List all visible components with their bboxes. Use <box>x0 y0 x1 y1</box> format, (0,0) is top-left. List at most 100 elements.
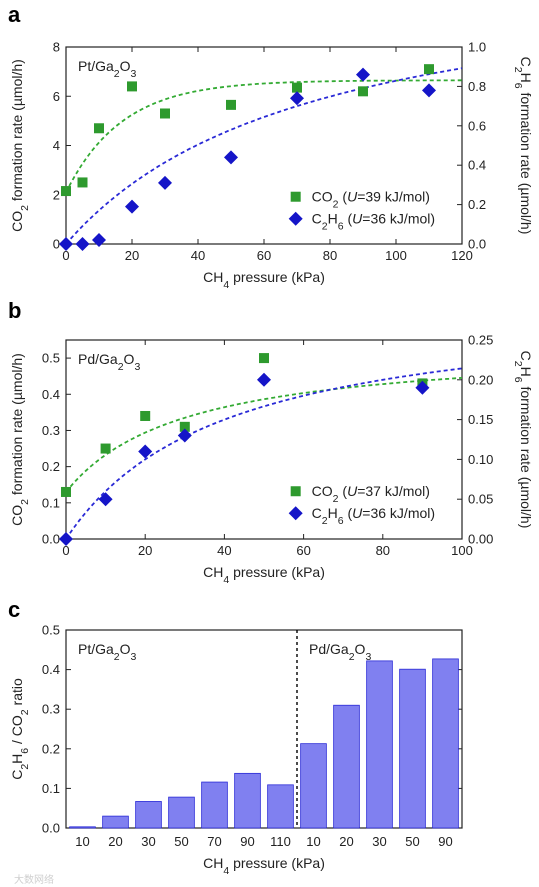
x-axis-label-part: 4 <box>223 279 229 291</box>
plot-frame <box>65 629 463 829</box>
catalyst-annotation-part: Pd/Ga <box>78 351 118 367</box>
catalyst-annotation-part: 2 <box>118 361 124 373</box>
legend-entry-part: ( <box>344 505 353 521</box>
x-tick-label: 50 <box>405 834 419 849</box>
x-tick-label: 20 <box>138 543 152 558</box>
y-left-tick-label: 0.4 <box>42 387 60 402</box>
bar <box>399 668 426 829</box>
data-point-c2h6 <box>59 532 73 546</box>
x-tick-label: 60 <box>296 543 310 558</box>
data-point-co2 <box>259 353 269 364</box>
x-axis-label-part: CH <box>203 269 223 285</box>
legend-entry-part: U <box>347 189 358 205</box>
legend-entry-part: 2 <box>322 221 328 233</box>
data-point-c2h6 <box>290 91 304 106</box>
y-right-axis-label-part: C <box>518 351 534 361</box>
data-point-co2 <box>61 186 71 197</box>
catalyst-annotation-part: O <box>124 351 135 367</box>
data-point-c2h6 <box>177 428 192 443</box>
data-point-c2h6 <box>125 199 139 214</box>
legend-entry-part: ( <box>344 211 353 227</box>
legend-marker-co2 <box>290 191 301 202</box>
y-right-axis-label: C2H6 formation rate (µmol/h) <box>512 351 534 529</box>
y-right-axis-label-part: 2 <box>512 361 524 367</box>
y-right-tick-label: 0.25 <box>468 333 493 348</box>
bar <box>366 660 393 829</box>
legend-entry-part: U <box>352 211 363 227</box>
y-tick-label: 0.0 <box>42 821 60 836</box>
x-tick-label: 100 <box>451 543 473 558</box>
data-point-c2h6 <box>422 83 436 98</box>
data-point-co2 <box>179 421 190 432</box>
catalyst-annotation: Pt/Ga2O3 <box>78 58 137 80</box>
x-tick-label: 120 <box>451 248 473 263</box>
bar <box>102 815 129 829</box>
y-left-axis-label-part: CO <box>9 211 25 232</box>
group-label-part: 2 <box>114 651 120 663</box>
group-label-part: 3 <box>131 651 137 663</box>
legend-entry-part: =36 kJ/mol) <box>362 211 435 227</box>
data-point-co2 <box>160 108 170 119</box>
y-tick-label: 0.4 <box>42 662 60 677</box>
data-point-c2h6 <box>92 233 106 248</box>
bar <box>135 801 162 829</box>
legend-marker-co2 <box>290 486 301 497</box>
y-right-axis-label-part: 2 <box>512 67 524 73</box>
group-label-part: Pt/Ga <box>78 641 114 657</box>
x-tick-label: 10 <box>306 834 320 849</box>
y-left-axis-label: CO2 formation rate (µmol/h) <box>9 353 31 526</box>
legend-marker-c2h6 <box>288 506 303 521</box>
y-right-axis-label-part: H <box>518 367 534 377</box>
y-left-tick-label: 0 <box>53 237 60 252</box>
x-axis-label-part: CH <box>203 564 223 580</box>
legend-entry-part: =36 kJ/mol) <box>362 505 435 521</box>
legend-entry-part: H <box>328 505 338 521</box>
x-axis-label-part: 4 <box>223 574 229 586</box>
legend-entry: CO2 (U=37 kJ/mol) <box>312 483 430 505</box>
panel-letter: a <box>8 2 21 27</box>
y-left-axis-label-part: 2 <box>19 205 31 211</box>
catalyst-annotation-part: 3 <box>134 361 140 373</box>
x-tick-label: 60 <box>257 248 271 263</box>
y-left-tick-label: 4 <box>53 138 60 153</box>
legend-entry-part: =39 kJ/mol) <box>357 189 430 205</box>
legend-entry-part: ( <box>339 189 348 205</box>
legend-entry-part: CO <box>312 483 333 499</box>
panel-letter: c <box>8 597 20 622</box>
y-axis-label-part: C <box>9 770 25 780</box>
y-axis-label-part: H <box>9 754 25 764</box>
x-axis-label: CH4 pressure (kPa) <box>203 269 325 291</box>
y-left-axis-label: CO2 formation rate (µmol/h) <box>9 59 31 232</box>
group-label-part: Pd/Ga <box>309 641 349 657</box>
fit-curve-c2h6 <box>66 367 462 539</box>
group-label-part: O <box>355 641 366 657</box>
y-right-axis-label-part: C <box>518 57 534 67</box>
data-point-co2 <box>61 486 71 497</box>
y-left-tick-label: 0.5 <box>42 351 60 366</box>
legend-entry: CO2 (U=39 kJ/mol) <box>312 189 430 211</box>
data-point-c2h6 <box>415 380 430 395</box>
bar <box>168 796 195 829</box>
y-right-tick-label: 0.05 <box>468 492 493 507</box>
y-right-axis-label-part: formation rate (µmol/h) <box>518 383 534 529</box>
data-point-c2h6 <box>59 237 73 251</box>
y-left-axis-label-part: formation rate (µmol/h) <box>9 353 25 499</box>
y-axis-label-part: 2 <box>19 764 31 770</box>
plot-frame <box>65 339 463 540</box>
y-left-tick-label: 8 <box>53 40 60 55</box>
y-left-tick-label: 0.1 <box>42 495 60 510</box>
x-tick-label: 100 <box>385 248 407 263</box>
x-tick-label: 90 <box>240 834 254 849</box>
x-axis-label-part: pressure (kPa) <box>229 855 325 871</box>
legend-entry-part: C <box>312 505 322 521</box>
data-point-co2 <box>140 410 151 421</box>
legend-entry-part: 6 <box>338 221 344 233</box>
catalyst-annotation-part: O <box>120 58 131 74</box>
data-point-c2h6 <box>138 444 153 459</box>
group-label-part: O <box>120 641 131 657</box>
data-point-co2 <box>226 99 236 110</box>
group-label-part: 3 <box>365 651 371 663</box>
x-tick-label: 70 <box>207 834 221 849</box>
